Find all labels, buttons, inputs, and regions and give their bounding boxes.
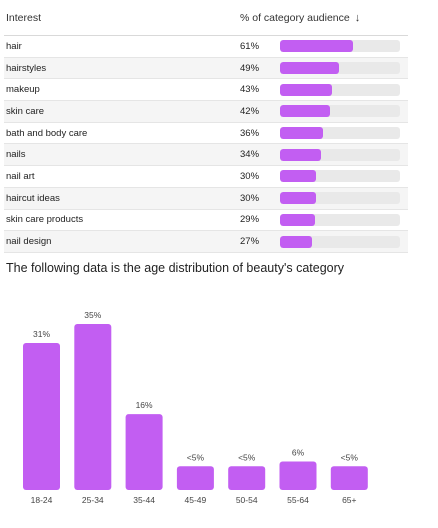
interest-name: makeup	[6, 84, 40, 96]
bar-55-64	[279, 461, 317, 490]
table-row: makeup 43%	[4, 79, 408, 102]
bar-18-24	[23, 342, 60, 490]
x-tick-label: 45-49	[185, 495, 207, 505]
bar-50-54	[228, 466, 266, 490]
bar-45-49	[176, 466, 214, 490]
bar-value-label: <5%	[341, 452, 359, 462]
percent-bar-fill	[280, 62, 339, 75]
interest-name: hair	[6, 40, 22, 52]
bar-25-34	[74, 324, 112, 490]
interest-name: haircut ideas	[6, 192, 60, 204]
percent-bar-fill	[280, 213, 315, 226]
interest-percent: 61%	[240, 40, 260, 52]
interest-percent: 29%	[240, 214, 260, 226]
percent-bar-track	[280, 192, 400, 205]
table-row: skin care 42%	[4, 101, 408, 123]
table-body: hair 61% hairstyles 49% makeup 43% skin care 42…	[4, 36, 408, 253]
percent-bar-track	[280, 127, 400, 140]
percent-bar-track	[280, 83, 400, 96]
column-header-interest: Interest	[6, 11, 42, 24]
interest-percent: 30%	[240, 192, 260, 204]
interest-name: nail design	[6, 236, 52, 248]
interest-name: skin care products	[6, 214, 84, 226]
percent-bar-track	[280, 62, 400, 75]
percent-bar-track	[280, 235, 400, 248]
percent-bar-track	[280, 170, 400, 183]
interest-percent: 27%	[240, 236, 260, 248]
interest-percent: 36%	[240, 127, 260, 139]
x-tick-label: 65+	[342, 495, 356, 505]
age-distribution-caption: The following data is the age distributi…	[6, 261, 345, 275]
column-header-percent-label: % of category audience	[240, 11, 350, 24]
table-row: bath and body care 36%	[4, 123, 408, 145]
sort-down-icon[interactable]: ↓	[354, 11, 361, 24]
table-row: hairstyles 49%	[4, 57, 408, 80]
bar-value-label: <5%	[187, 452, 205, 462]
percent-bar-fill	[280, 170, 316, 183]
percent-bar-fill	[280, 192, 316, 205]
table-row: haircut ideas 30%	[4, 187, 408, 210]
interest-table: Interest % of category audience ↓ hair 61…	[4, 0, 408, 253]
table-row: skin care products 29%	[4, 210, 408, 232]
percent-bar-fill	[280, 40, 354, 53]
percent-bar-track	[280, 40, 400, 53]
percent-bar-fill	[280, 148, 321, 161]
percent-bar-fill	[280, 235, 313, 248]
percent-bar-track	[280, 148, 400, 161]
x-tick-label: 18-24	[31, 495, 53, 505]
interest-name: nail art	[6, 170, 35, 182]
interest-name: nails	[6, 149, 26, 161]
percent-bar-track	[280, 105, 400, 118]
percent-bar-track	[280, 213, 400, 226]
table-row: nail design 27%	[4, 231, 408, 253]
interest-percent: 42%	[240, 105, 260, 117]
table-row: hair 61%	[4, 36, 408, 58]
bar-35-44	[125, 414, 163, 490]
bar-65+	[330, 466, 368, 490]
x-tick-label: 55-64	[287, 495, 309, 505]
interest-percent: 49%	[240, 62, 260, 74]
interest-name: bath and body care	[6, 127, 88, 139]
bar-value-label: <5%	[238, 452, 256, 462]
interest-percent: 30%	[240, 170, 260, 182]
table-row: nail art 30%	[4, 166, 408, 188]
interest-percent: 34%	[240, 149, 260, 161]
interest-name: hairstyles	[6, 62, 47, 74]
age-distribution-chart: 31% 18-24 35% 25-34 16% 35-44 <5% 45-49 <5% 50-54…	[23, 310, 368, 505]
x-tick-label: 35-44	[133, 495, 155, 505]
interest-name: skin care	[6, 105, 45, 117]
bar-value-label: 31%	[33, 329, 50, 339]
interest-percent: 43%	[240, 84, 260, 96]
x-tick-label: 25-34	[82, 495, 104, 505]
percent-bar-fill	[280, 105, 331, 118]
percent-bar-fill	[280, 127, 324, 140]
table-header: Interest % of category audience ↓	[4, 0, 408, 36]
x-tick-label: 50-54	[236, 495, 258, 505]
percent-bar-fill	[280, 83, 332, 96]
table-row: nails 34%	[4, 144, 408, 167]
column-header-percent[interactable]: % of category audience ↓	[240, 12, 360, 24]
bar-value-label: 6%	[292, 448, 305, 458]
bar-value-label: 35%	[84, 310, 101, 320]
bar-value-label: 16%	[136, 400, 153, 410]
